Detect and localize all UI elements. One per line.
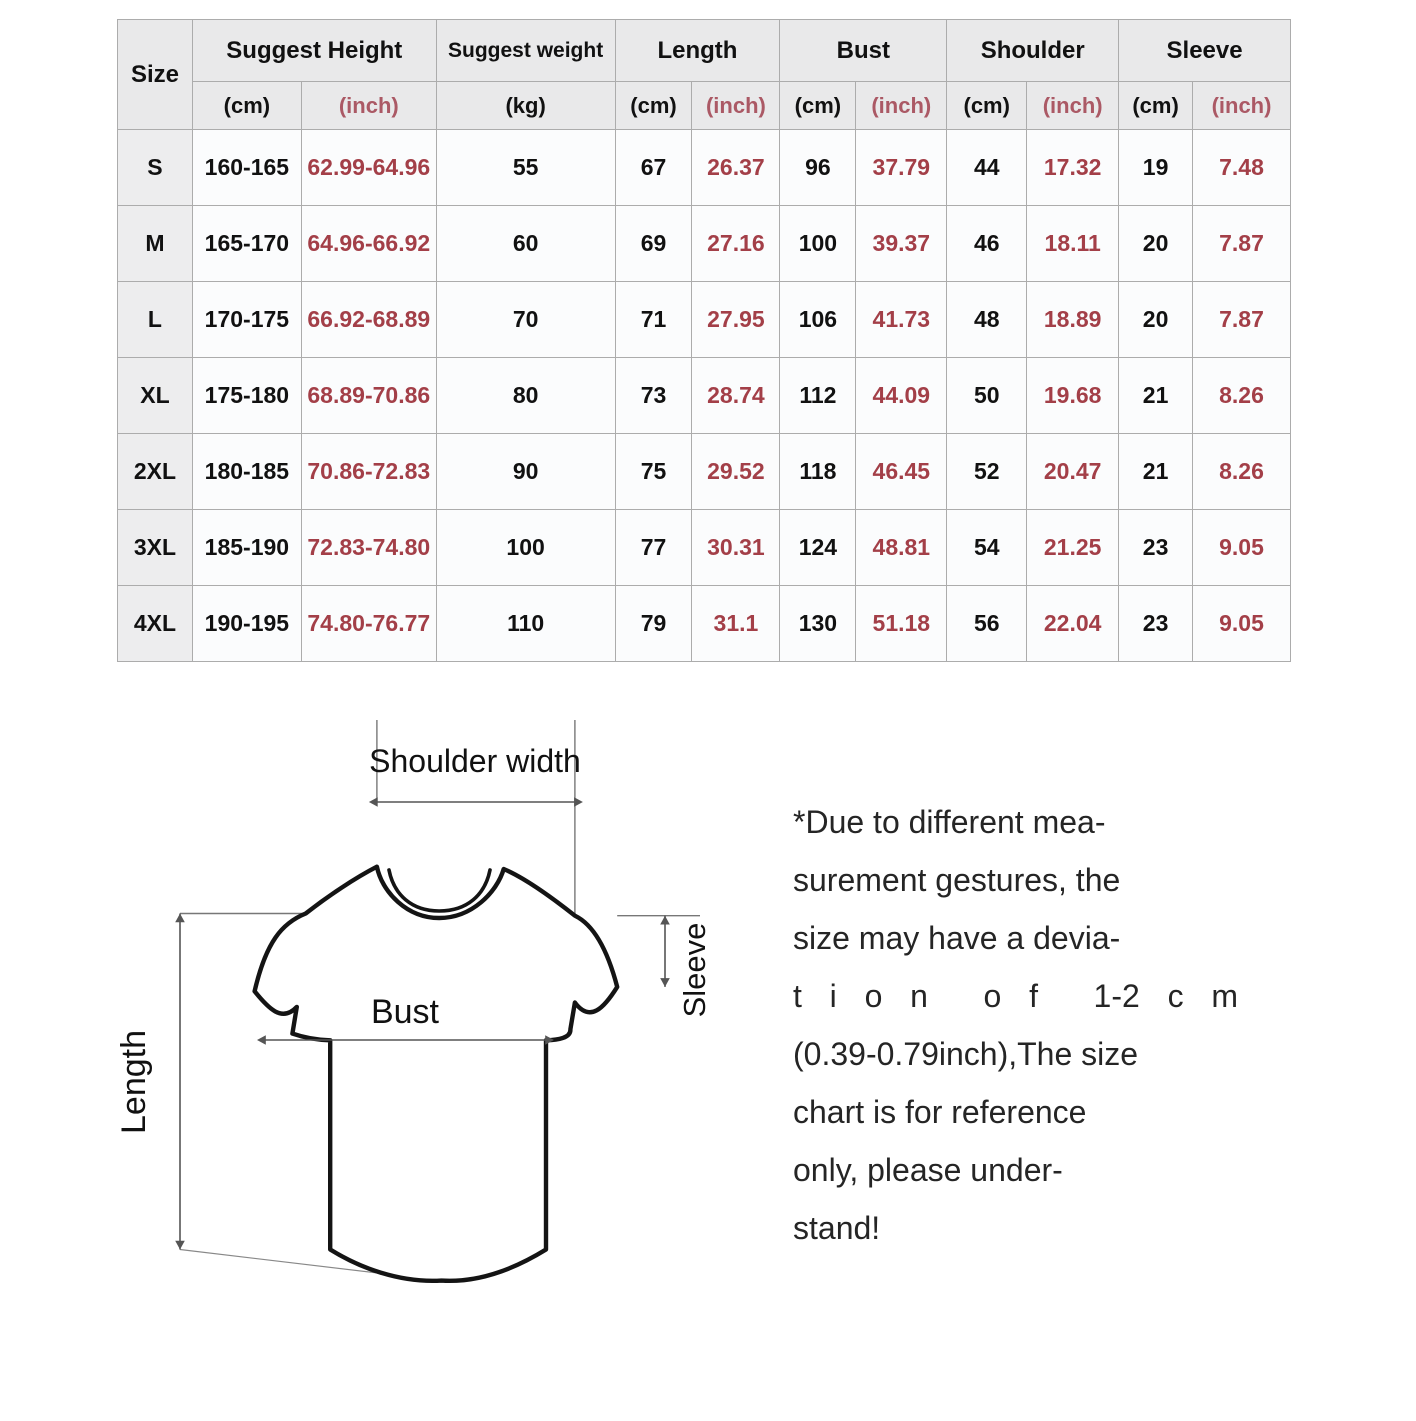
svg-text:Shoulder width: Shoulder width [369,743,581,779]
svg-text:Sleeve: Sleeve [677,923,712,1018]
svg-text:Length: Length [115,1030,153,1134]
svg-text:Bust: Bust [371,993,440,1031]
